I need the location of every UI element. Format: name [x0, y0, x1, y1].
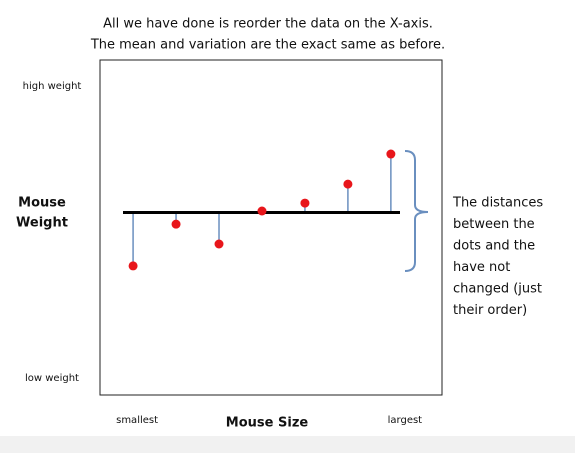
data-point: [128, 261, 138, 271]
bracket: [404, 150, 429, 272]
annotation: between the: [453, 217, 535, 232]
y-tick-label: high weight: [23, 81, 82, 92]
plot-frame: [99, 59, 443, 396]
y-tick-label: low weight: [25, 373, 79, 384]
chart-title: All we have done is reorder the data on …: [103, 17, 433, 32]
x-axis-label: Mouse Size: [226, 416, 309, 431]
annotation: changed (just: [453, 282, 542, 297]
data-point: [343, 179, 353, 189]
annotation: dots and the: [453, 239, 535, 254]
footer-band: [0, 436, 575, 453]
y-axis-label: Weight: [16, 216, 68, 231]
data-point: [300, 198, 310, 208]
chart-title: The mean and variation are the exact sam…: [90, 38, 445, 53]
data-point: [257, 206, 267, 216]
y-axis-label: Mouse: [18, 196, 66, 211]
annotation: have not: [453, 260, 510, 275]
data-point: [214, 239, 224, 249]
x-tick-label: largest: [388, 415, 423, 426]
x-tick-label: smallest: [116, 415, 158, 426]
data-point: [386, 149, 396, 159]
annotation: The distances: [452, 196, 543, 211]
annotation: their order): [453, 303, 527, 318]
data-point: [171, 219, 181, 229]
